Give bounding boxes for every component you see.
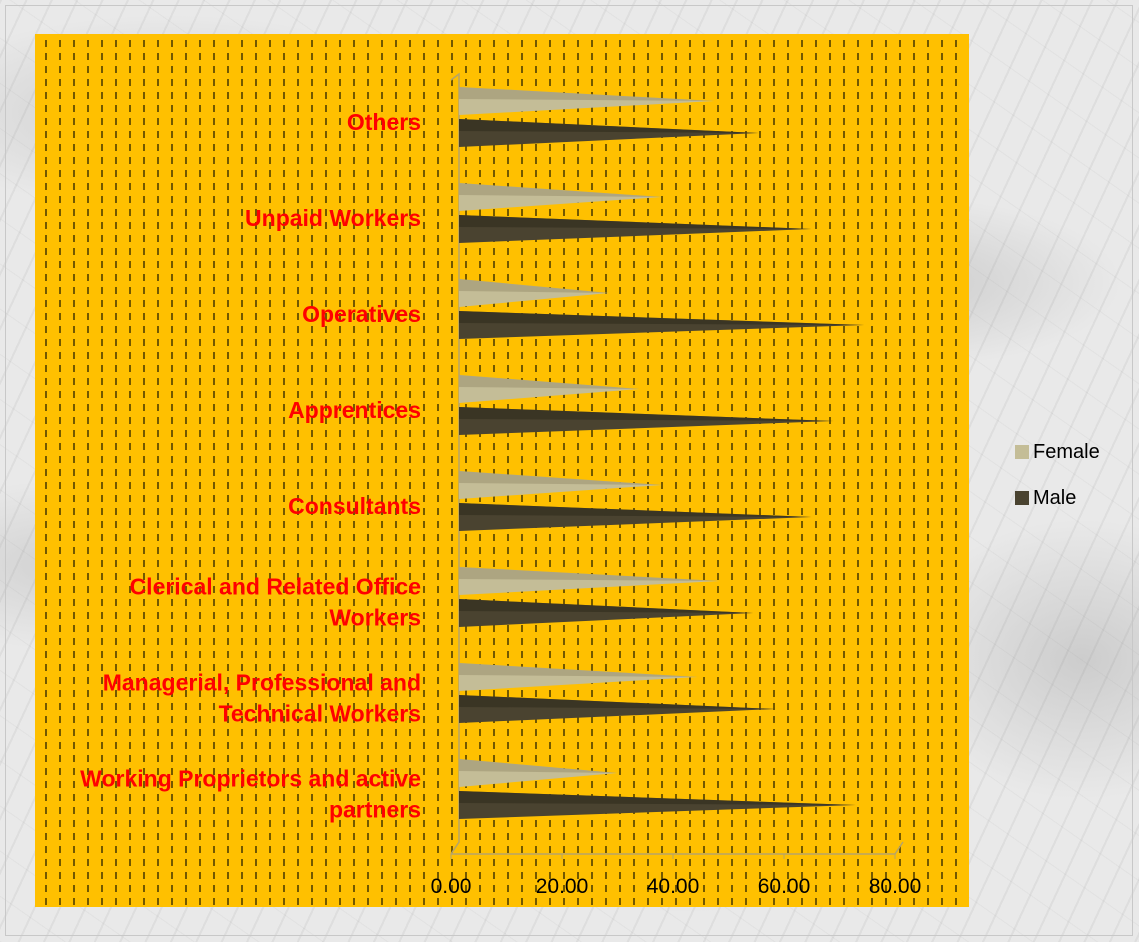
bar-shade-male-1	[459, 695, 776, 709]
x-tick-label-1: 20.00	[536, 875, 589, 898]
legend-label-male: Male	[1033, 486, 1077, 509]
legend-label-female: Female	[1033, 440, 1100, 463]
bar-shade-female-5	[459, 279, 609, 293]
bar-shade-male-6	[459, 215, 812, 229]
category-label-5-line-0: Operatives	[302, 301, 421, 327]
category-label-0-line-0: Working Proprietors and active	[80, 766, 421, 792]
bar-shade-male-5	[459, 311, 865, 325]
category-label-1-line-0: Managerial, Professional and	[103, 670, 421, 696]
category-label-2-line-1: Workers	[329, 605, 421, 631]
bar-shade-female-6	[459, 183, 662, 197]
bar-shade-female-7	[459, 87, 715, 101]
category-label-6-line-0: Unpaid Workers	[245, 205, 421, 231]
category-label-2-line-0: Clerical and Related Office	[130, 574, 421, 600]
bar-shade-male-0	[459, 791, 856, 805]
bar-shade-male-4	[459, 407, 834, 421]
bar-shade-male-7	[459, 119, 759, 133]
axis-floor	[451, 841, 904, 855]
axis-wall	[450, 72, 460, 855]
bar-shade-female-4	[459, 375, 640, 389]
x-tick-label-4: 80.00	[869, 875, 922, 898]
legend-swatch-female	[1015, 445, 1029, 459]
legend-swatch-male	[1015, 491, 1029, 505]
chart-frame	[5, 5, 1133, 936]
bar-shade-male-3	[459, 503, 812, 517]
x-tick-label-3: 60.00	[758, 875, 811, 898]
bar-shade-female-0	[459, 759, 618, 773]
bar-shade-female-3	[459, 471, 662, 485]
category-label-4-line-0: Apprentices	[288, 397, 421, 423]
category-label-1-line-1: Technical Workers	[219, 701, 421, 727]
category-label-3-line-0: Consultants	[288, 493, 421, 519]
legend-item-female: Female	[1015, 440, 1100, 464]
legend: Female Male	[1015, 440, 1100, 532]
bar-shade-female-2	[459, 567, 720, 581]
legend-item-male: Male	[1015, 486, 1100, 510]
category-label-7-line-0: Others	[347, 109, 421, 135]
x-tick-label-0: 0.00	[431, 875, 472, 898]
x-tick-label-2: 40.00	[647, 875, 700, 898]
bar-shade-male-2	[459, 599, 754, 613]
plot-area	[35, 34, 969, 907]
category-label-0-line-1: partners	[329, 797, 421, 823]
bar-shade-female-1	[459, 663, 698, 677]
